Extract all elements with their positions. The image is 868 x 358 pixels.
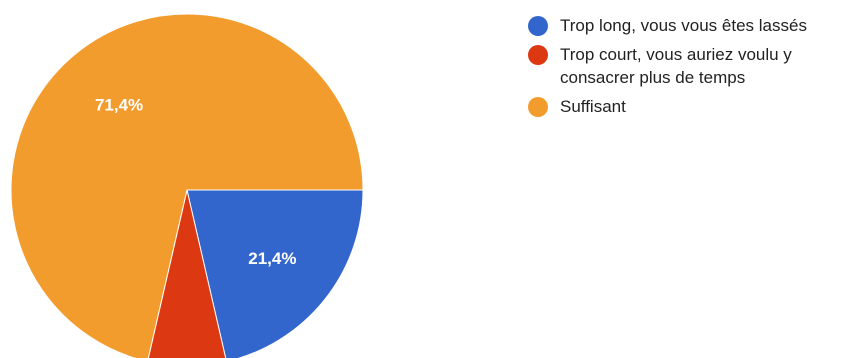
pie-slice-label-2: 71,4%	[95, 96, 143, 115]
legend-label-0: Trop long, vous vous êtes lassés	[560, 16, 807, 35]
chart-legend: Trop long, vous vous êtes lassés Trop cou…	[528, 14, 868, 124]
pie-slice-0	[186, 189, 364, 358]
pie-slice-2	[10, 13, 364, 358]
legend-swatch-0	[528, 16, 548, 36]
pie-slice-label-0: 21,4%	[248, 249, 296, 268]
legend-swatch-2	[528, 97, 548, 117]
pie-chart-svg: 21,4% 71,4%	[10, 13, 364, 358]
legend-label-2: Suffisant	[560, 97, 626, 116]
pie-slice-1	[147, 189, 227, 358]
legend-swatch-1	[528, 45, 548, 65]
legend-item-2: Suffisant	[528, 95, 868, 118]
legend-item-1: Trop court, vous auriez voulu y consacre…	[528, 43, 868, 89]
legend-item-0: Trop long, vous vous êtes lassés	[528, 14, 868, 37]
legend-label-1: Trop court, vous auriez voulu y consacre…	[560, 45, 792, 87]
